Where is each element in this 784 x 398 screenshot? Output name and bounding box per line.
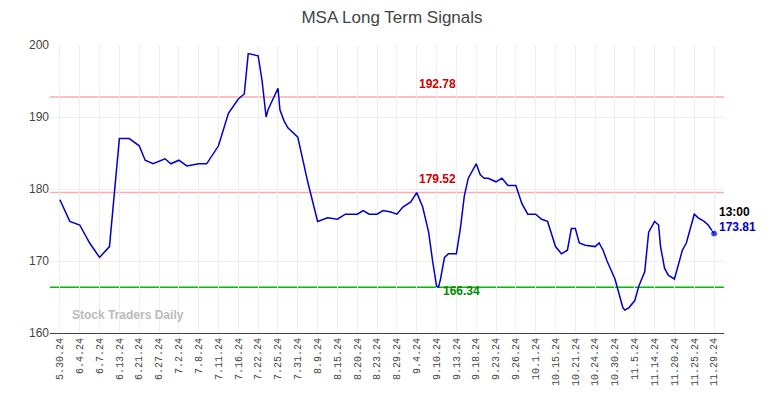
svg-text:10.15.24: 10.15.24: [551, 338, 562, 386]
svg-text:170: 170: [29, 254, 49, 268]
svg-text:10.24.24: 10.24.24: [590, 338, 601, 386]
svg-text:13:00: 13:00: [719, 205, 750, 219]
svg-text:8.29.24: 8.29.24: [392, 338, 403, 380]
svg-text:7.11.24: 7.11.24: [214, 338, 225, 380]
svg-text:11.29.24: 11.29.24: [709, 338, 720, 386]
svg-text:Stock Traders Daily: Stock Traders Daily: [72, 308, 184, 322]
svg-text:9.26.24: 9.26.24: [511, 338, 522, 380]
svg-text:8.23.24: 8.23.24: [372, 338, 383, 380]
svg-text:MSA Long Term Signals: MSA Long Term Signals: [301, 8, 482, 27]
svg-text:10.21.24: 10.21.24: [571, 338, 582, 386]
svg-text:173.81: 173.81: [719, 220, 756, 234]
svg-text:9.18.24: 9.18.24: [471, 338, 482, 380]
svg-text:9.23.24: 9.23.24: [491, 338, 502, 380]
svg-text:200: 200: [29, 38, 49, 52]
svg-text:7.31.24: 7.31.24: [293, 338, 304, 380]
svg-text:160: 160: [29, 326, 49, 340]
svg-text:10.1.24: 10.1.24: [531, 338, 542, 380]
svg-text:9.13.24: 9.13.24: [452, 338, 463, 380]
svg-text:180: 180: [29, 182, 49, 196]
svg-text:190: 190: [29, 110, 49, 124]
svg-text:11.14.24: 11.14.24: [650, 338, 661, 386]
svg-text:6.13.24: 6.13.24: [115, 338, 126, 380]
svg-text:7.8.24: 7.8.24: [194, 338, 205, 374]
svg-text:166.34: 166.34: [443, 284, 480, 298]
svg-text:5.30.24: 5.30.24: [55, 338, 66, 380]
svg-text:7.25.24: 7.25.24: [273, 338, 284, 380]
svg-text:6.21.24: 6.21.24: [134, 338, 145, 380]
svg-text:6.4.24: 6.4.24: [75, 338, 86, 374]
svg-text:9.10.24: 9.10.24: [432, 338, 443, 380]
svg-text:8.15.24: 8.15.24: [333, 338, 344, 380]
svg-text:7.22.24: 7.22.24: [253, 338, 264, 380]
svg-text:192.78: 192.78: [419, 77, 456, 91]
svg-text:6.27.24: 6.27.24: [154, 338, 165, 380]
svg-text:8.20.24: 8.20.24: [353, 338, 364, 380]
svg-text:10.30.24: 10.30.24: [610, 338, 621, 386]
svg-text:6.7.24: 6.7.24: [95, 338, 106, 374]
svg-text:7.16.24: 7.16.24: [234, 338, 245, 380]
svg-text:11.25.24: 11.25.24: [690, 338, 701, 386]
svg-text:11.5.24: 11.5.24: [630, 338, 641, 380]
svg-text:8.9.24: 8.9.24: [313, 338, 324, 374]
svg-text:11.20.24: 11.20.24: [670, 338, 681, 386]
svg-text:179.52: 179.52: [419, 172, 456, 186]
svg-text:7.2.24: 7.2.24: [174, 338, 185, 374]
svg-text:9.4.24: 9.4.24: [412, 338, 423, 374]
